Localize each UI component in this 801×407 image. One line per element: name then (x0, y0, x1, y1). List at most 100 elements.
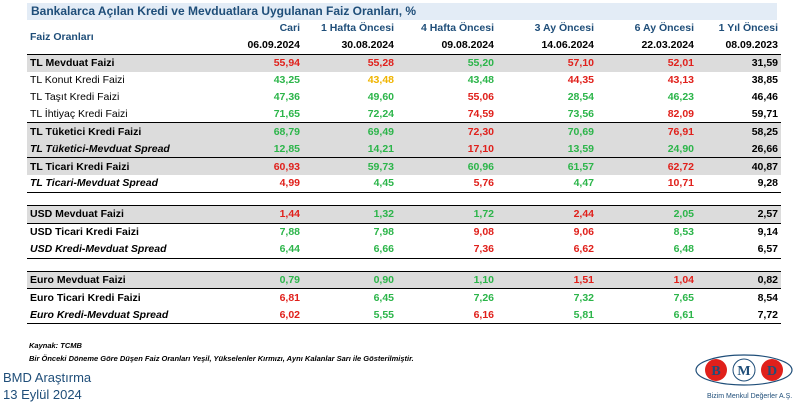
header-label: Faiz Oranları (30, 30, 94, 43)
rate-cell: 7,88 (203, 222, 303, 241)
rate-cell: 44,35 (567, 74, 594, 87)
row-label: Euro Kredi-Mevduat Spread (27, 306, 203, 325)
svg-text:D: D (767, 364, 777, 379)
row-label: Euro Ticari Kredi Faizi (27, 288, 203, 307)
rate-cell: 0,90 (303, 270, 397, 289)
rate-cell: 52,01 (597, 53, 697, 72)
rate-cell: 7,65 (597, 288, 697, 307)
rate-cell: 6,57 (697, 240, 781, 259)
header-date: 30.08.2024 (303, 36, 397, 55)
rate-cell: 55,28 (303, 53, 397, 72)
rate-cell: 40,87 (697, 157, 781, 176)
rate-cell: 72,24 (367, 107, 394, 120)
rate-cell: 58,25 (697, 122, 781, 141)
rate-cell: 6,02 (203, 306, 303, 325)
header-period-row: Faiz Oranları Cari 1 Hafta Öncesi 4 Haft… (27, 20, 781, 42)
rate-cell: 6,48 (597, 240, 697, 259)
rate-cell: 55,94 (203, 53, 303, 72)
rate-cell: 60,93 (203, 157, 303, 176)
row-label: TL Ticari Kredi Faizi (27, 157, 203, 176)
rate-cell: 6,61 (597, 306, 697, 325)
spacer-cell (27, 258, 781, 272)
row-label: TL Taşıt Kredi Faizi (30, 91, 120, 103)
rate-cell: 60,96 (397, 157, 497, 176)
table-row: USD Ticari Kredi Faizi 7,88 7,98 9,08 9,06 8,… (27, 222, 781, 241)
rate-cell: 0,79 (203, 270, 303, 289)
row-label: TL İhtiyaç Kredi Faizi (30, 107, 128, 120)
rate-cell: 31,59 (697, 53, 781, 72)
rate-cell: 43,48 (367, 74, 394, 87)
rate-cell: 5,81 (497, 306, 597, 325)
row-label: TL Tüketici-Mevduat Spread (27, 140, 203, 158)
logo-subtitle: Bizim Menkul Değerler A.Ş. (707, 393, 793, 400)
rate-cell: 59,71 (751, 107, 778, 120)
rate-cell: 2,44 (497, 204, 597, 224)
rate-cell: 24,90 (597, 140, 697, 158)
rate-cell: 68,79 (203, 122, 303, 141)
rate-cell: 7,26 (397, 288, 497, 307)
footer-company: BMD Araştırma (3, 370, 92, 385)
rate-cell: 1,51 (497, 270, 597, 289)
rate-cell: 72,30 (397, 122, 497, 141)
rate-cell: 61,57 (497, 157, 597, 176)
rate-cell: 13,59 (497, 140, 597, 158)
rate-cell: 55,20 (397, 53, 497, 72)
row-label: TL Tüketici Kredi Faizi (27, 122, 203, 141)
header-period: 1 Hafta Öncesi (321, 22, 394, 35)
rate-cell: 10,71 (597, 175, 697, 193)
table-spacer (27, 192, 781, 206)
rate-cell: 4,45 (303, 175, 397, 193)
rate-cell: 4,47 (497, 175, 597, 193)
rate-cell: 9,28 (697, 175, 781, 193)
rate-cell: 9,06 (497, 222, 597, 241)
rate-cell: 12,85 (203, 140, 303, 158)
rate-cell: 46,23 (667, 91, 694, 103)
row-label: USD Mevduat Faizi (27, 204, 203, 224)
header-period: Cari (279, 22, 300, 35)
header-date: 08.09.2023 (697, 36, 781, 55)
table-row: TL Ticari Kredi Faizi 60,93 59,73 60,96 61,5… (27, 157, 781, 176)
rate-cell: 1,72 (397, 204, 497, 224)
rate-cell: 1,10 (397, 270, 497, 289)
rate-cell: 5,55 (303, 306, 397, 325)
svg-text:M: M (737, 364, 750, 379)
header-period: 3 Ay Öncesi (534, 22, 594, 35)
source-note: Kaynak: TCMB (29, 341, 82, 350)
rate-cell: 6,44 (203, 240, 303, 259)
table-row: TL Mevduat Faizi 55,94 55,28 55,20 57,10 52,0… (27, 53, 781, 72)
rate-cell: 28,54 (567, 91, 594, 103)
rate-cell: 55,06 (467, 91, 494, 103)
spacer-cell (27, 192, 781, 206)
rate-cell: 7,32 (497, 288, 597, 307)
rate-cell: 76,91 (597, 122, 697, 141)
table-row: TL İhtiyaç Kredi Faizi 71,65 72,24 74,59 73,… (27, 105, 781, 122)
row-label: TL Ticari-Mevduat Spread (27, 175, 203, 193)
header-date: 06.09.2024 (203, 36, 303, 55)
rate-cell: 6,45 (303, 288, 397, 307)
rate-cell: 73,56 (567, 107, 594, 120)
rate-cell: 8,54 (697, 288, 781, 307)
rate-cell: 6,16 (397, 306, 497, 325)
table-row: Euro Ticari Kredi Faizi 6,81 6,45 7,26 7,32 7… (27, 288, 781, 307)
bmd-logo: B M D (695, 354, 793, 386)
rate-cell: 6,62 (497, 240, 597, 259)
rate-cell: 6,66 (303, 240, 397, 259)
table-row: TL Tüketici Kredi Faizi 68,79 69,49 72,30 70… (27, 122, 781, 141)
rate-cell: 59,73 (303, 157, 397, 176)
interest-rate-table: Faiz Oranları Cari 1 Hafta Öncesi 4 Haft… (27, 20, 781, 325)
table-row: TL Konut Kredi Faizi 43,25 43,48 43,48 44,35… (27, 72, 781, 89)
rate-cell: 26,66 (697, 140, 781, 158)
rate-cell: 47,36 (273, 91, 300, 103)
header-period: 4 Hafta Öncesi (421, 22, 494, 35)
table-row: Euro Mevduat Faizi 0,79 0,90 1,10 1,51 1,04 0,… (27, 270, 781, 289)
header-date: 22.03.2024 (597, 36, 697, 55)
rate-cell: 43,13 (667, 74, 694, 87)
rate-cell: 7,98 (303, 222, 397, 241)
table-row: USD Kredi-Mevduat Spread 6,44 6,66 7,36 6,62… (27, 240, 781, 259)
rate-cell: 7,36 (397, 240, 497, 259)
rate-cell: 70,69 (497, 122, 597, 141)
rate-cell: 57,10 (497, 53, 597, 72)
header-period: 6 Ay Öncesi (634, 22, 694, 35)
rate-cell: 1,32 (303, 204, 397, 224)
rate-cell: 4,99 (203, 175, 303, 193)
